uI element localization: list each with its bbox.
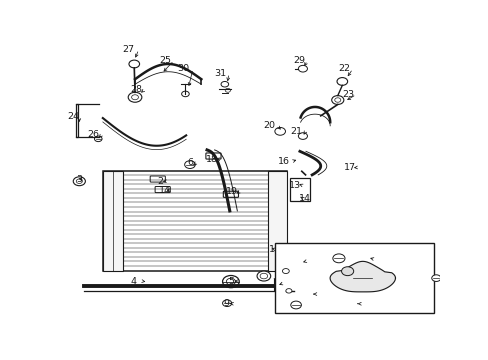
Text: 20: 20 — [262, 121, 274, 130]
Text: 30: 30 — [177, 64, 189, 73]
Text: 24: 24 — [67, 112, 80, 121]
Text: 15: 15 — [294, 256, 306, 265]
Circle shape — [274, 127, 285, 135]
Circle shape — [184, 161, 195, 168]
Text: 1: 1 — [268, 245, 274, 254]
Text: 7: 7 — [272, 279, 278, 288]
Text: 13: 13 — [289, 181, 301, 190]
Circle shape — [431, 275, 440, 282]
Circle shape — [298, 66, 307, 72]
Circle shape — [290, 301, 301, 309]
Text: 22: 22 — [338, 64, 350, 73]
Text: 6: 6 — [186, 158, 193, 167]
Circle shape — [282, 269, 289, 274]
Circle shape — [257, 271, 270, 281]
Text: 10: 10 — [346, 299, 357, 308]
Bar — [268, 171, 286, 270]
Text: 31: 31 — [214, 69, 226, 78]
Text: 25: 25 — [160, 56, 171, 65]
Circle shape — [341, 267, 353, 276]
Text: 2: 2 — [157, 177, 163, 186]
Bar — [275, 243, 433, 314]
FancyBboxPatch shape — [223, 191, 238, 197]
Text: 3: 3 — [76, 175, 82, 184]
Text: 18: 18 — [205, 154, 218, 163]
Circle shape — [331, 96, 343, 104]
Text: 16: 16 — [277, 157, 289, 166]
FancyBboxPatch shape — [205, 153, 221, 159]
Circle shape — [221, 81, 228, 87]
FancyBboxPatch shape — [155, 186, 170, 193]
Circle shape — [129, 60, 139, 68]
Text: 14: 14 — [298, 194, 310, 203]
Text: 26: 26 — [87, 130, 99, 139]
FancyBboxPatch shape — [150, 176, 165, 182]
Bar — [102, 171, 286, 270]
Text: 17: 17 — [343, 163, 355, 172]
Circle shape — [128, 92, 142, 102]
Circle shape — [222, 275, 239, 288]
Text: 11: 11 — [303, 289, 315, 298]
Circle shape — [332, 254, 344, 263]
Text: 21: 21 — [289, 127, 302, 136]
Circle shape — [73, 177, 85, 186]
Text: 29: 29 — [292, 56, 305, 65]
Text: 12: 12 — [361, 255, 372, 264]
Circle shape — [336, 77, 347, 85]
Circle shape — [298, 133, 307, 139]
Text: 4: 4 — [131, 276, 137, 285]
Text: 28: 28 — [130, 85, 142, 94]
Circle shape — [94, 136, 102, 141]
Circle shape — [285, 289, 291, 293]
Text: 19: 19 — [226, 187, 238, 196]
Text: 14: 14 — [159, 186, 171, 195]
Bar — [76, 104, 78, 138]
Bar — [102, 171, 122, 270]
Text: 8: 8 — [421, 257, 427, 266]
Text: 23: 23 — [341, 90, 353, 99]
Circle shape — [222, 300, 231, 306]
Text: 9: 9 — [224, 299, 229, 308]
Bar — [290, 179, 309, 201]
Text: 5: 5 — [227, 276, 233, 285]
Polygon shape — [329, 261, 395, 292]
Text: 27: 27 — [122, 45, 134, 54]
